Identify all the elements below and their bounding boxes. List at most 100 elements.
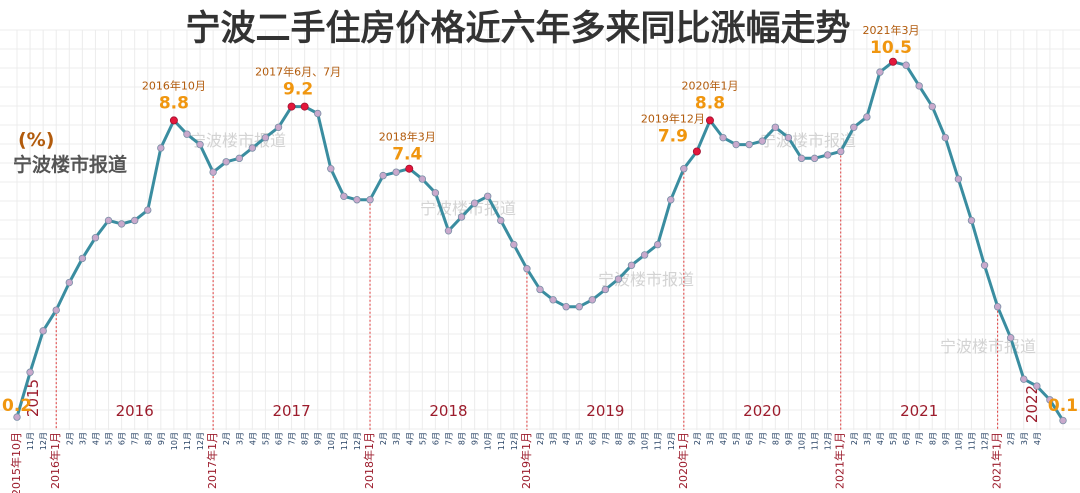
data-point (444, 227, 453, 235)
data-point (667, 196, 675, 204)
x-tick-label: 8月 (301, 432, 310, 445)
x-tick-label: 4月 (248, 432, 257, 445)
x-tick-label: 3月 (78, 432, 87, 445)
data-points (13, 57, 1067, 425)
data-point (928, 102, 936, 111)
x-tick-label: 3月 (549, 432, 558, 445)
x-tick-label: 6月 (275, 432, 284, 445)
highlight-point (405, 164, 414, 173)
x-tick-label: 12月 (510, 432, 519, 450)
x-tick-label: 6月 (902, 432, 911, 445)
year-labels: 2015 2016 2017 2018 2019 2020 2021 2022 (24, 379, 1041, 423)
annotation-value: 0.1 (1048, 396, 1078, 416)
x-tick-label: 6月 (588, 432, 597, 445)
x-tick-label: 5月 (732, 432, 741, 445)
x-tick-label: 7月 (601, 432, 610, 445)
x-tick-label: 8月 (144, 432, 153, 445)
data-point (183, 130, 191, 138)
x-tick-label: 10月 (327, 432, 336, 450)
data-point (248, 144, 257, 152)
x-tick-label: 11月 (811, 432, 820, 450)
x-tick-label: 9月 (941, 432, 950, 445)
x-tick-label: 11月 (497, 432, 506, 450)
data-point (366, 196, 374, 204)
data-point (823, 151, 832, 159)
x-tick-label: 9月 (784, 432, 793, 445)
data-point (1020, 375, 1028, 383)
data-point (601, 285, 610, 294)
x-tick-label: 11月 (340, 432, 349, 450)
data-point (39, 327, 47, 335)
x-tick-label: 6月 (745, 432, 754, 445)
data-point (902, 61, 910, 69)
x-tick-label: 10月 (170, 432, 179, 450)
x-tick-label: 7月 (288, 432, 297, 445)
data-point (1007, 334, 1015, 342)
x-tick-label: 4月 (719, 432, 728, 445)
data-point (967, 216, 976, 225)
x-tick-label: 8月 (458, 432, 467, 445)
data-point (144, 206, 152, 214)
chart-title: 宁波二手住房价格近六年多来同比涨幅走势 (185, 9, 850, 49)
data-point (915, 82, 923, 90)
highlight-point (692, 147, 701, 156)
highlight-point (169, 116, 178, 125)
data-point (457, 213, 466, 221)
annotation-date: 2019年12月 (641, 111, 705, 125)
x-tick-label: 2021年1月 (833, 432, 847, 489)
x-tick-label: 11月 (967, 432, 976, 450)
highlight-point (300, 102, 309, 111)
data-point (758, 137, 766, 145)
annotation-value: 7.4 (392, 145, 422, 165)
x-tick-label: 12月 (824, 432, 833, 450)
x-tick-label: 5月 (575, 432, 584, 445)
data-point (784, 133, 793, 142)
data-point (222, 158, 230, 166)
x-tick-label: 2月 (1007, 432, 1016, 445)
year-dividers (55, 151, 999, 430)
x-tick-label: 7月 (758, 432, 767, 445)
data-point (117, 220, 126, 228)
year-label: 2021 (900, 402, 938, 420)
x-tick-label: 8月 (614, 432, 623, 445)
data-point (588, 296, 596, 304)
x-tick-label: 10月 (484, 432, 493, 450)
annotation-date: 2016年10月 (142, 78, 206, 92)
x-tick-label: 2019年1月 (519, 432, 533, 489)
x-tick-label: 5月 (105, 432, 114, 445)
year-label: 2017 (272, 402, 310, 420)
x-tick-label: 10月 (954, 432, 963, 450)
data-point (13, 413, 21, 421)
data-point (993, 303, 1002, 311)
data-point (353, 196, 361, 204)
data-point (732, 140, 740, 149)
data-point (850, 123, 858, 131)
x-tick-label: 7月 (915, 432, 924, 445)
data-point (627, 261, 636, 269)
x-tick-label: 3月 (706, 432, 715, 445)
x-tick-label: 2016年1月 (48, 432, 62, 489)
watermark-text: 宁波楼市报道 (940, 337, 1036, 356)
data-point (536, 285, 544, 294)
year-label: 2022 (1023, 385, 1041, 423)
data-point (104, 216, 113, 225)
source-label: 宁波楼市报道 (13, 153, 127, 176)
x-tick-label: 2月 (850, 432, 859, 445)
x-tick-label: 8月 (928, 432, 937, 445)
x-tick-label: 2月 (693, 432, 702, 445)
data-point (91, 233, 100, 242)
data-point (954, 175, 963, 183)
x-tick-label: 4月 (1033, 432, 1042, 445)
x-tick-label: 7月 (131, 432, 140, 445)
year-label: 2018 (429, 402, 467, 420)
data-point (314, 109, 322, 118)
watermark-text: 宁波楼市报道 (598, 270, 694, 289)
annotation-date: 2020年1月 (681, 78, 738, 92)
year-label: 2016 (116, 402, 154, 420)
data-point (1046, 396, 1054, 404)
x-tick-label: 12月 (667, 432, 676, 450)
unit-label: (%) (18, 129, 54, 151)
highlight-point (889, 57, 898, 66)
